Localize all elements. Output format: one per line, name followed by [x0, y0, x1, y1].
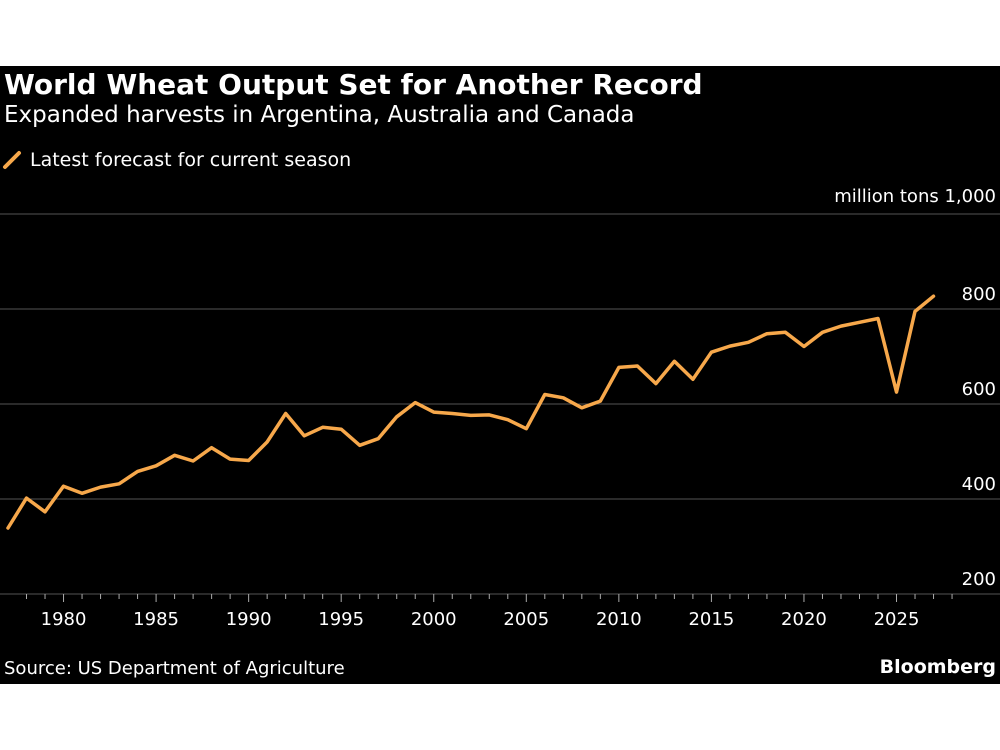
- x-tick-label-2025: 2025: [874, 609, 920, 630]
- x-tick-label-2010: 2010: [596, 609, 642, 630]
- y-tick-label-800: 800: [962, 284, 996, 305]
- y-tick-label-400: 400: [962, 474, 996, 495]
- line-chart: 200 400 600 800 1980 1985 1990 1995 2000 2005 2010…: [0, 213, 1000, 630]
- chart-subtitle: Expanded harvests in Argentina, Australi…: [4, 102, 635, 128]
- chart-panel: World Wheat Output Set for Another Recor…: [0, 66, 1000, 684]
- chart-title: World Wheat Output Set for Another Recor…: [4, 68, 703, 101]
- y-tick-label-200: 200: [962, 569, 996, 590]
- x-tick-label-1985: 1985: [133, 609, 179, 630]
- legend-swatch-icon: [3, 151, 21, 169]
- source-note: Source: US Department of Agriculture: [4, 658, 345, 679]
- x-tick-label-1980: 1980: [41, 609, 87, 630]
- brand-logo: Bloomberg: [879, 656, 996, 678]
- series-line-0: [6, 294, 936, 530]
- x-tick-label-2005: 2005: [503, 609, 549, 630]
- x-tick-label-2020: 2020: [781, 609, 827, 630]
- x-tick-label-2015: 2015: [688, 609, 734, 630]
- x-tick-label-2000: 2000: [411, 609, 457, 630]
- y-tick-label-600: 600: [962, 379, 996, 400]
- legend-label: Latest forecast for current season: [30, 149, 352, 171]
- x-tick-label-1990: 1990: [226, 609, 272, 630]
- y-axis-label: million tons: [834, 186, 939, 207]
- y-axis-unit-label: million tons 1,000: [834, 186, 996, 207]
- x-tick-label-1995: 1995: [318, 609, 364, 630]
- y-tick-label-1000: 1,000: [944, 186, 996, 207]
